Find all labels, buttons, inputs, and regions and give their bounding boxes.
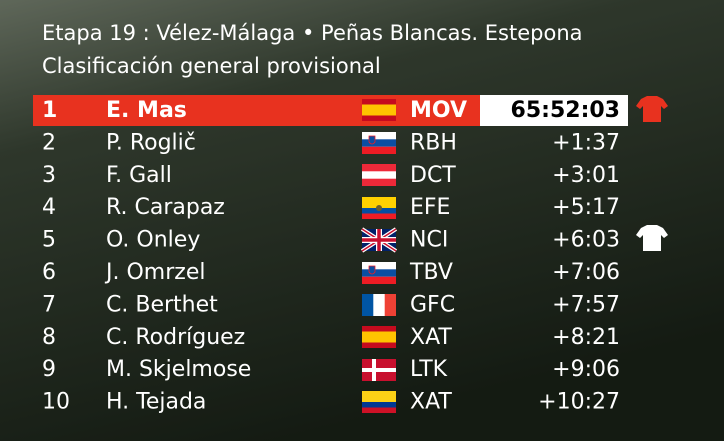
- team-code: XAT: [410, 390, 452, 415]
- rider-name: P. Roglič: [106, 130, 196, 155]
- team-code: TBV: [409, 260, 453, 285]
- flag-si: [362, 262, 396, 284]
- rider-name: H. Tejada: [106, 390, 206, 415]
- rider-name: F. Gall: [106, 163, 172, 188]
- team-code: DCT: [410, 163, 456, 188]
- team-code: EFE: [410, 195, 450, 220]
- flag-si: [362, 132, 396, 154]
- time: 65:52:03: [511, 98, 620, 123]
- white-jersey-icon: [636, 225, 668, 251]
- position: 6: [42, 260, 56, 285]
- position: 2: [42, 130, 56, 155]
- flags: [360, 99, 398, 413]
- flag-at: [362, 164, 396, 186]
- team-code: NCI: [410, 228, 448, 253]
- team-code: LTK: [410, 357, 448, 382]
- time: +3:01: [552, 163, 620, 188]
- flag-ec: [362, 197, 396, 219]
- time: +9:06: [552, 357, 620, 382]
- position: 1: [42, 98, 57, 123]
- flag-es: [362, 99, 396, 121]
- position: 5: [42, 228, 56, 253]
- rider-name: J. Omrzel: [104, 260, 205, 285]
- time: +7:06: [552, 260, 620, 285]
- flag-fr: [362, 294, 396, 316]
- rider-name: O. Onley: [106, 228, 200, 253]
- subtitle: Clasificación general provisional: [42, 54, 381, 78]
- rider-name: E. Mas: [106, 98, 187, 123]
- time: +6:03: [552, 228, 620, 253]
- team-code: MOV: [410, 98, 467, 123]
- time: +7:57: [552, 292, 620, 317]
- position: 9: [42, 357, 56, 382]
- leader-time-box: [480, 95, 628, 126]
- position: 10: [42, 390, 70, 415]
- time: +5:17: [552, 195, 620, 220]
- rider-name: R. Carapaz: [106, 195, 225, 220]
- red-jersey-icon: [636, 96, 668, 122]
- rider-name: M. Skjelmose: [106, 357, 251, 382]
- title: Etapa 19 : Vélez-Málaga • Peñas Blancas.…: [42, 21, 583, 45]
- team-code: XAT: [410, 325, 452, 350]
- rider-name: C. Rodríguez: [106, 325, 245, 350]
- flag-gb: [360, 227, 398, 253]
- time: +8:21: [552, 325, 620, 350]
- rows: 1 E. Mas MOV 65:52:03 2 P. Roglič RBH +1:37 3 F. …: [42, 98, 620, 415]
- position: 7: [42, 292, 56, 317]
- flag-co: [362, 391, 396, 413]
- team-code: GFC: [410, 292, 455, 317]
- position: 3: [42, 163, 56, 188]
- position: 8: [42, 325, 56, 350]
- flag-es: [362, 326, 396, 348]
- position: 4: [42, 195, 56, 220]
- time: +10:27: [538, 390, 620, 415]
- rider-name: C. Berthet: [106, 292, 218, 317]
- time: +1:37: [552, 130, 620, 155]
- team-code: RBH: [410, 130, 457, 155]
- flag-dk: [362, 359, 396, 381]
